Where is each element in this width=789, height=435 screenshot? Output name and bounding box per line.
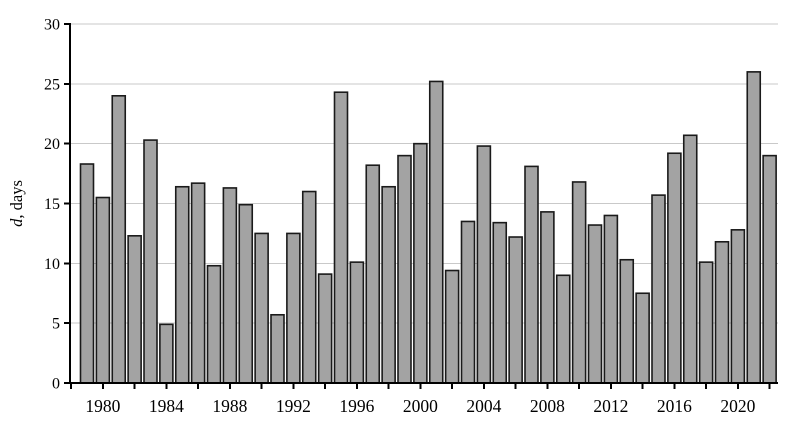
x-tick-label-2000: 2000 (403, 396, 438, 416)
y-tick-label-25: 25 (44, 76, 60, 93)
bar-1983 (143, 139, 158, 384)
bar-2002 (444, 269, 460, 384)
bar-1998 (381, 185, 396, 384)
bar-1996 (349, 261, 365, 384)
bar-2012 (603, 214, 619, 384)
x-tick-label-2012: 2012 (593, 396, 628, 416)
bar-2022 (762, 154, 777, 384)
y-axis-title: d, days (7, 180, 26, 227)
y-tick-label-5: 5 (52, 316, 60, 333)
bar-1994 (317, 273, 333, 384)
bar-2019 (714, 240, 730, 384)
x-tick-label-1984: 1984 (149, 396, 184, 416)
bar-2014 (635, 292, 650, 384)
x-tick-label-1980: 1980 (85, 396, 120, 416)
bar-2017 (682, 134, 698, 384)
bar-2013 (619, 258, 635, 384)
bar-1986 (190, 182, 206, 384)
bar-2018 (698, 261, 714, 384)
x-tick-label-2008: 2008 (530, 396, 565, 416)
bar-2001 (428, 80, 444, 384)
x-tick-label-2016: 2016 (657, 396, 692, 416)
x-tick-label-1992: 1992 (276, 396, 311, 416)
bar-1999 (397, 154, 412, 384)
bar-2016 (667, 152, 682, 384)
bar-2010 (571, 181, 587, 384)
x-tick-label-2004: 2004 (466, 396, 501, 416)
bar-1984 (159, 323, 174, 384)
bar-1981 (111, 95, 127, 384)
bar-1980 (95, 196, 111, 384)
bar-2011 (587, 224, 603, 384)
bar-2008 (540, 211, 555, 384)
x-tick-label-2020: 2020 (720, 396, 755, 416)
bar-2015 (651, 194, 666, 384)
bar-2021 (746, 71, 762, 384)
y-tick-label-0: 0 (52, 376, 60, 393)
bar-1991 (270, 313, 285, 384)
bar-1987 (206, 264, 222, 384)
bar-1985 (174, 185, 190, 384)
x-tick-label-1988: 1988 (212, 396, 247, 416)
y-tick-label-15: 15 (44, 196, 60, 213)
bar-2020 (730, 229, 746, 384)
bar-2004 (476, 145, 492, 384)
bar-1990 (254, 232, 269, 384)
bar-1993 (301, 190, 317, 384)
bar-2003 (460, 220, 476, 384)
bar-1988 (222, 187, 238, 384)
bar-1992 (286, 232, 301, 384)
bar-2000 (413, 142, 428, 384)
bar-2009 (555, 274, 571, 384)
y-tick-label-10: 10 (44, 256, 60, 273)
bar-2007 (524, 165, 539, 384)
bar-2006 (508, 236, 523, 384)
bar-1979 (79, 163, 95, 384)
bar-1989 (238, 203, 254, 384)
bar-1982 (127, 235, 142, 384)
bar-1995 (333, 91, 349, 384)
y-tick-label-20: 20 (44, 136, 60, 153)
bar-2005 (492, 221, 508, 384)
bar-1997 (365, 164, 381, 384)
y-tick-label-30: 30 (44, 17, 60, 34)
x-tick-label-1996: 1996 (339, 396, 374, 416)
